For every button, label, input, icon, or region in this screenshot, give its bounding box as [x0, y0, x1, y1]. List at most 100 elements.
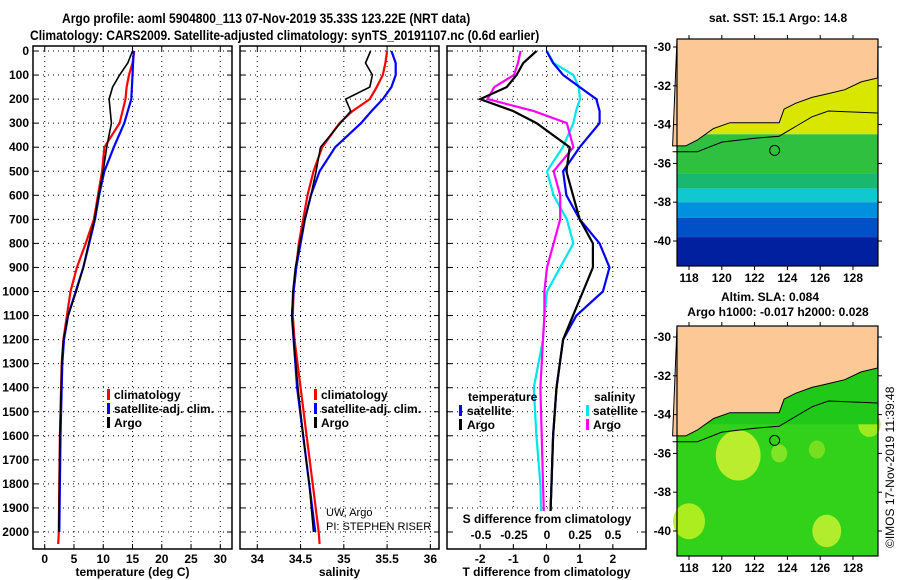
legend-title-temperature: temperature: [468, 390, 538, 404]
legend-swatch: [107, 389, 110, 400]
x-axis-label: salinity: [319, 565, 361, 579]
isobath-line: [672, 400, 878, 443]
x-tick-label: 0: [543, 552, 550, 566]
s-axis-background: [456, 511, 636, 543]
x-axis-label: T difference from climatology: [462, 565, 630, 579]
plot-frame: [239, 45, 440, 550]
legend-swatch: [107, 403, 110, 414]
latitude-tick-label: -32: [654, 79, 672, 93]
argo-location-marker: [769, 434, 781, 446]
y-tick-label: 500: [9, 164, 29, 178]
series-line-climatology: [291, 50, 389, 545]
y-tick-label: 1400: [2, 381, 29, 395]
y-tick-label: 300: [9, 116, 29, 130]
legend-label: satellite-adj. clim.: [321, 402, 421, 416]
isobath-line: [672, 110, 878, 153]
longitude-tick-label: 118: [679, 561, 699, 575]
legend-swatch: [107, 417, 110, 428]
legend-swatch: [314, 417, 317, 428]
x-tick-label: 0: [41, 552, 48, 566]
x-tick-label: 2: [609, 552, 616, 566]
series-line-argo: [58, 50, 134, 533]
latitude-tick-label: -36: [654, 446, 672, 460]
sla-anomaly-blob: [673, 503, 705, 540]
legend-label: climatology: [321, 388, 388, 402]
latitude-tick-label: -34: [654, 408, 672, 422]
y-tick-label: 100: [9, 68, 29, 82]
longitude-tick-label: 118: [679, 271, 699, 285]
legend-swatch: [314, 403, 317, 414]
series-line-s-satellite: [532, 50, 582, 533]
legend-swatch: [459, 419, 462, 430]
credit-annotation: UW, Argo: [326, 507, 372, 519]
y-tick-label: 1800: [2, 477, 29, 491]
longitude-tick-label: 126: [810, 271, 830, 285]
profile-panel-3: -2 -1 0 1 2T difference from climatology temp…: [446, 45, 647, 579]
legend-label: Argo: [321, 416, 349, 430]
y-tick-label: 400: [9, 140, 29, 154]
credit-annotation: PI: STEPHEN RISER: [326, 521, 431, 533]
longitude-tick-label: 128: [843, 271, 863, 285]
latitude-tick-label: -34: [654, 118, 672, 132]
y-tick-label: 700: [9, 212, 29, 226]
y-tick-label: 2000: [2, 525, 29, 539]
longitude-tick-label: 122: [745, 561, 765, 575]
land-mass: [672, 38, 879, 147]
s-axis-label: S difference from climatology: [463, 512, 632, 526]
legend-label: Argo: [467, 418, 495, 432]
longitude-tick-label: 124: [777, 271, 797, 285]
series-line-s-argo: [485, 50, 575, 533]
latitude-tick-label: -38: [654, 195, 672, 209]
latitude-tick-label: -32: [654, 369, 672, 383]
longitude-tick-label: 128: [843, 561, 863, 575]
profile-panel-1: 0 5 10 15 20 25 300100200300400500600700800900…: [2, 44, 233, 579]
sla-anomaly-blob: [808, 440, 825, 459]
title-line-2: Climatology: CARS2009. Satellite-adjuste…: [30, 27, 540, 43]
s-tick-label: -0.25: [500, 528, 528, 542]
series-line-argo: [291, 50, 374, 533]
legend-swatch: [586, 419, 589, 430]
map-frame: [676, 325, 879, 557]
x-tick-label: 20: [155, 552, 169, 566]
y-tick-label: 200: [9, 92, 29, 106]
x-tick-label: 5: [71, 552, 78, 566]
sst-band: [677, 173, 878, 189]
x-tick-label: 34: [251, 552, 265, 566]
s-tick-label: 0.25: [568, 528, 592, 542]
latitude-tick-label: -40: [654, 524, 672, 538]
legend-label: satellite: [593, 404, 638, 418]
sla-map-title: Altim. SLA: 0.084: [721, 290, 819, 304]
s-tick-label: -0.5: [471, 528, 492, 542]
legend-label: satellite-adj. clim.: [114, 402, 214, 416]
latitude-tick-label: -30: [654, 40, 672, 54]
sst-map: 118 120 122 124 126 128 -30 -32 -34 -36 -38 -40 sat.…: [654, 11, 882, 285]
latitude-tick-label: -36: [654, 156, 672, 170]
profile-panel-2: 34 34.5 35 35.5 36 salinity climatologysatelli…: [239, 45, 440, 579]
sst-band: [677, 134, 878, 174]
land-mass: [672, 325, 879, 437]
legend-swatch: [459, 405, 462, 416]
y-tick-label: 1200: [2, 333, 29, 347]
legend-label: Argo: [593, 418, 621, 432]
sst-band: [677, 188, 878, 203]
y-tick-label: 1900: [2, 501, 29, 515]
x-tick-label: -1: [508, 552, 519, 566]
legend-label: satellite: [467, 404, 512, 418]
series-line-t-argo: [477, 50, 595, 533]
x-tick-label: 30: [214, 552, 228, 566]
longitude-tick-label: 122: [745, 271, 765, 285]
latitude-tick-label: -40: [654, 234, 672, 248]
x-axis-label: temperature (deg C): [75, 565, 189, 579]
argo-location-marker: [769, 144, 781, 156]
y-tick-label: 1100: [3, 309, 29, 323]
longitude-tick-label: 124: [777, 561, 797, 575]
legend-label: climatology: [114, 388, 181, 402]
sst-band: [677, 202, 878, 218]
plot-frame: [446, 45, 647, 550]
legend-title-salinity: salinity: [594, 390, 636, 404]
y-tick-label: 1000: [2, 285, 29, 299]
legend-swatch: [314, 389, 317, 400]
y-tick-label: 1300: [2, 357, 29, 371]
x-tick-label: 36: [424, 552, 438, 566]
longitude-tick-label: 120: [712, 561, 732, 575]
